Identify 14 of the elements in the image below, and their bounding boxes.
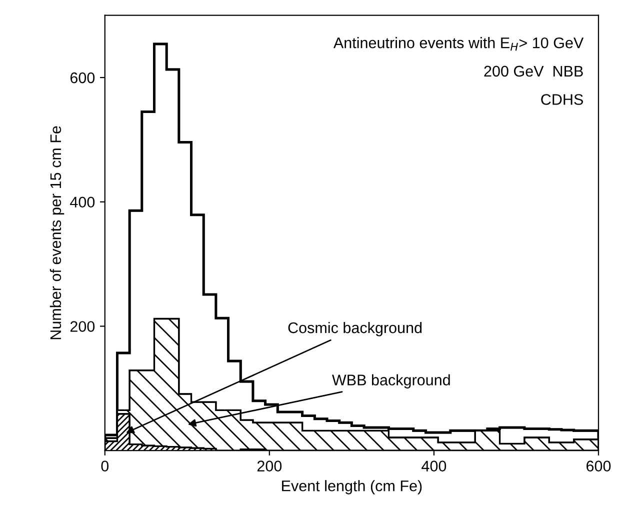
x-tick-label: 600 — [586, 460, 611, 472]
y-axis-title: Number of events per 15 cm Fe — [50, 126, 64, 340]
y-tick-label: 200 — [70, 321, 95, 332]
x-tick-label: 400 — [422, 460, 446, 472]
text: Cosmic background — [288, 322, 422, 336]
x-axis-title: Event length (cm Fe) — [282, 480, 422, 494]
annotation: Antineutrino events with E$_{H}$> 10 GeV — [333, 37, 584, 51]
annotation: 200 GeV NBB — [484, 66, 583, 77]
text: WBB background — [332, 374, 450, 388]
annotation: CDHS — [541, 94, 583, 105]
x-tick-label: 0 — [101, 460, 109, 472]
x-tick-label: 200 — [257, 460, 282, 472]
y-tick-label: 400 — [70, 196, 95, 208]
y-tick-label: 600 — [70, 72, 95, 84]
